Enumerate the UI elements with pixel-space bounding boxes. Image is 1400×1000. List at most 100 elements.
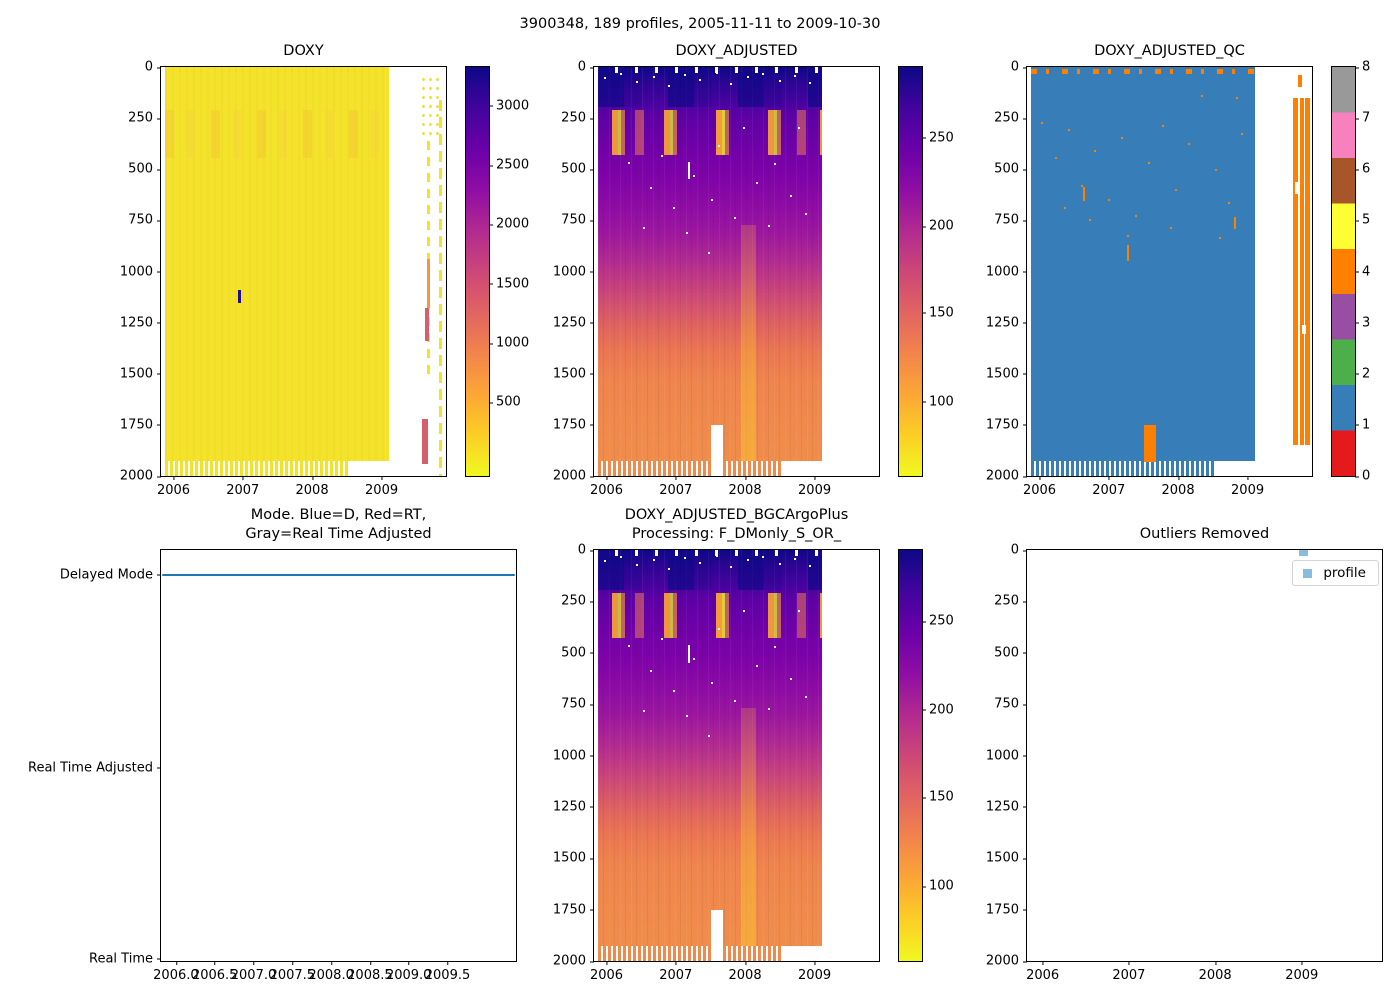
doxy-outlier-dash [237,289,241,303]
tick-label: 2000 [552,468,595,484]
tick-label: 8 [1354,59,1371,75]
colorbar-qc-segments [1332,67,1355,476]
subplot-mode-axes: Delayed Mode Real Time Adjusted Real Time … [28,549,517,983]
tick-label: 2007 [1092,476,1126,498]
bgc-deep-gap [710,909,724,961]
tick-label: 0 [1354,468,1371,484]
colorbar-qc: 8 7 6 5 4 3 2 1 0 [1331,60,1370,484]
tick-label: 150 [922,789,954,805]
tick-label: 1250 [985,315,1028,331]
tick-label: 1000 [488,335,530,351]
tick-label: 200 [922,218,954,234]
qc-surface-flag4-row [1031,68,1255,74]
doxy-profile-bottom-comb [165,461,348,476]
outlier-profile-marker [1298,550,1308,556]
tick-label: 250 [128,110,161,126]
tick-label: 2000 [119,468,162,484]
subplot-doxy-adjusted-axes: 0 250 500 750 1000 1250 1500 1750 2000 2006 2007 2… [553,60,880,498]
tick-label: 500 [561,161,594,177]
bgc-missing-dash [687,645,690,663]
subplot-bgc-title: DOXY_ADJUSTED_BGCArgoPlus Processing: F_… [624,507,849,543]
doxy-adjusted-surface-comb [598,67,822,74]
tick-label: Delayed Mode [59,567,162,583]
tick-label: 250 [561,110,594,126]
qc-heatmap-base [1031,67,1255,462]
doxy-sparse-profile-2 [439,99,443,476]
tick-label: 2009 [365,476,399,498]
doxy-adjusted-missing-dash [687,161,690,180]
doxy-adjusted-light-column [741,224,756,462]
colorbar-bgc-frame: 250 200 150 100 [898,549,954,962]
qc-flag4-dash-2 [1127,245,1130,261]
qc-plot-area [1027,67,1312,476]
tick-label: 750 [561,212,594,228]
qc-deep-flag4-block [1143,424,1157,462]
tick-label: 3000 [488,98,530,114]
tick-label: 0 [1010,542,1028,558]
qc-flag4-specks [1031,67,1033,69]
tick-label: 2007 [659,961,693,983]
tick-label: 2008 [728,476,762,498]
tick-label: 2009 [1231,476,1265,498]
tick-label: 250 [922,613,954,629]
tick-label: 750 [994,696,1027,712]
tick-label: 1500 [985,366,1028,382]
tick-label: 2006.5 [191,961,238,983]
tick-label: 1500 [552,850,595,866]
tick-label: 2008 [1198,961,1232,983]
doxy-heatmap [165,67,389,462]
colorbar-doxy-adjusted-frame: 250 200 150 100 [898,66,954,477]
tick-label: 2006 [1026,961,1060,983]
qc-bars-gap-1 [1295,181,1300,194]
tick-label: 2008.5 [347,961,393,983]
tick-label: 1500 [119,366,162,382]
tick-label: 150 [922,305,954,321]
bgc-light-column [741,708,756,947]
tick-label: 1750 [119,417,162,433]
subplot-doxy-axes: 0 250 500 750 1000 1250 1500 1750 2000 2006 2007 2… [120,60,447,498]
outliers-legend: profile [1292,560,1379,586]
legend-profile-label: profile [1323,565,1366,581]
tick-label: 2006 [156,476,191,498]
colorbar-qc-frame: 8 7 6 5 4 3 2 1 0 [1331,60,1370,484]
tick-label: 0 [144,59,162,75]
tick-label: 2006 [589,961,624,983]
doxy-sparse-orange-segment [426,259,430,309]
tick-label: 3 [1354,315,1371,331]
subplot-outliers: Outliers Removed profile 0 250 500 750 1000 1… [986,526,1383,983]
subplot-doxy-adjusted: DOXY_ADJUSTED 0 250 500 750 1000 1250 1500 1750… [553,43,880,498]
tick-label: 1000 [985,748,1028,763]
tick-label: 500 [994,161,1027,177]
tick-label: 750 [994,212,1027,228]
doxy-heatmap-streaks [165,110,389,158]
doxy-heatmap-base [165,67,389,462]
tick-label: 2007.0 [230,961,277,983]
subplot-bgc: DOXY_ADJUSTED_BGCArgoPlus Processing: F_… [553,507,880,983]
subplot-doxy-adjusted-qc-axes: 0 250 500 750 1000 1250 1500 1750 2000 2006 2007 2… [986,60,1313,498]
tick-label: 0 [577,542,595,558]
tick-label: 6 [1354,161,1371,177]
figure-title: 3900348, 189 profiles, 2005-11-11 to 200… [519,16,881,32]
tick-label: 2008.0 [308,961,354,983]
mode-plot-area [161,550,516,961]
doxy-sparse-red-blob [422,418,429,464]
qc-heatmap [1031,67,1255,462]
tick-label: 1500 [552,366,595,382]
tick-label: 500 [561,645,594,661]
bgc-dark-wedges [598,554,822,591]
tick-label: 250 [994,110,1027,126]
doxy-plot-area [161,67,446,476]
mode-delayed-line [162,573,515,577]
tick-label: 2006.0 [153,961,199,983]
doxy-adjusted-deep-gap [710,424,724,476]
tick-label: 2500 [488,157,530,173]
bgc-missing-specks [598,550,600,552]
tick-label: 2009.0 [385,961,432,983]
tick-label: 1750 [985,902,1028,918]
tick-label: 750 [561,696,594,712]
bgc-profile-bottom-comb [598,946,781,961]
bgc-oxygen-minimum-blobs [598,592,822,639]
subplot-doxy-adjusted-title: DOXY_ADJUSTED [675,43,798,60]
tick-label: 1750 [552,417,595,433]
tick-label: 1 [1354,417,1371,433]
